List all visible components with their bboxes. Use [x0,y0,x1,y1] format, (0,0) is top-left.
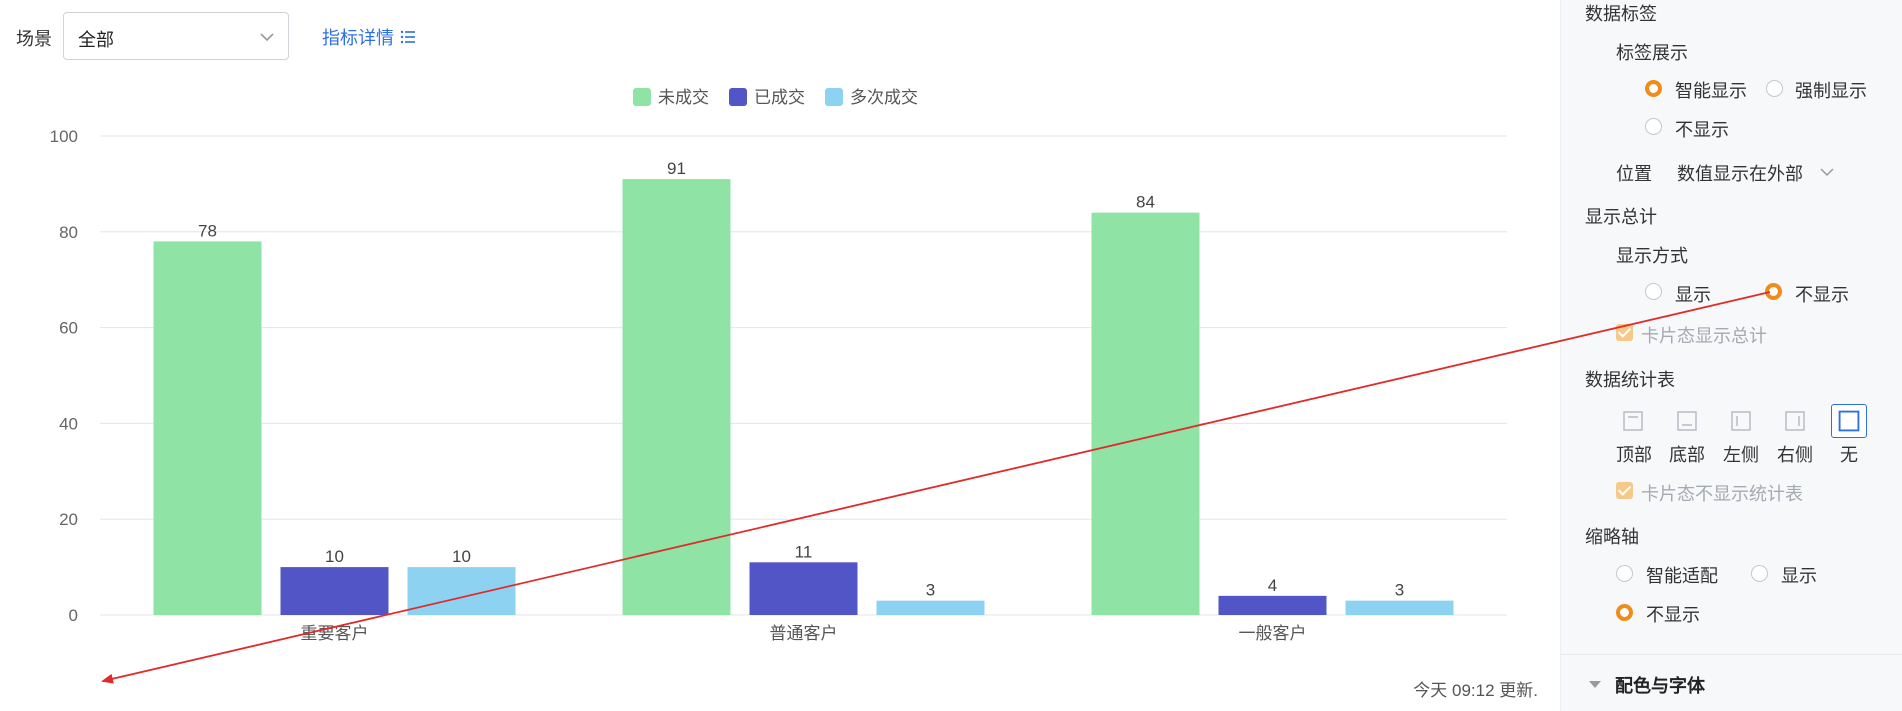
table-none-label: 无 [1840,445,1858,465]
data-label-section: 数据标签 [1585,4,1657,24]
table-bottom-label: 底部 [1669,445,1705,465]
table-bottom-icon[interactable] [1672,406,1702,436]
radio-zoom-show[interactable] [1751,565,1768,582]
bar [1091,212,1200,615]
chart-card: 场景 全部 指标详情 0 20 40 60 80 100 未成交 已成交 多次成交 78 10 10 重… [16,12,1538,700]
panel-divider [1561,654,1902,655]
table-left-label: 左侧 [1723,445,1759,465]
scene-filter-label: 场景 [16,29,52,49]
y-tick-label: 0 [69,606,78,625]
legend-label: 多次成交 [850,88,918,107]
data-label: 4 [1268,576,1277,595]
radio-total-show-label: 显示 [1675,285,1711,305]
table-left-icon[interactable] [1726,406,1756,436]
x-tick-label: 重要客户 [301,624,369,643]
updated-timestamp: 今天 09:12 更新. [1413,681,1538,700]
data-label: 10 [325,547,344,566]
card-hide-table-label: 卡片态不显示统计表 [1641,484,1803,504]
metric-details-label: 指标详情 [322,28,394,48]
show-total-section: 显示总计 [1585,207,1657,227]
radio-smart-display[interactable] [1645,80,1662,97]
bar [1345,600,1454,615]
data-label: 78 [198,221,217,240]
legend-swatch [825,88,843,106]
zoom-axis-section: 缩略轴 [1585,527,1639,547]
color-font-section[interactable]: 配色与字体 [1615,676,1705,696]
settings-panel: 数据标签 标签展示 智能显示 强制显示 不显示 位置 数值显示在外部 显示总计 … [1560,0,1902,711]
radio-force-display-label: 强制显示 [1795,81,1867,101]
bar [280,567,389,615]
bar [622,179,731,616]
bar [1218,595,1327,615]
radio-force-display[interactable] [1766,80,1783,97]
radio-zoom-hide[interactable] [1616,604,1633,621]
x-tick-label: 普通客户 [770,624,838,643]
radio-zoom-hide-label: 不显示 [1646,605,1700,625]
bar [876,600,985,615]
data-label: 84 [1136,193,1155,212]
radio-total-show[interactable] [1645,283,1662,300]
card-hide-table-checkbox[interactable] [1616,482,1633,499]
legend-swatch [633,88,651,106]
data-label: 11 [795,542,813,561]
y-tick-label: 40 [59,414,78,433]
legend-label: 未成交 [658,88,709,107]
radio-zoom-show-label: 显示 [1781,566,1817,586]
x-tick-label: 一般客户 [1239,624,1307,643]
radio-zoom-smart-label: 智能适配 [1646,566,1718,586]
data-label: 3 [926,581,935,600]
table-right-icon[interactable] [1780,406,1810,436]
bar [153,241,262,615]
position-select[interactable]: 数值显示在外部 [1677,164,1803,184]
bar [749,562,858,615]
scene-select-value: 全部 [78,30,114,50]
scene-select[interactable]: 全部 [63,12,289,60]
radio-total-hide[interactable] [1765,283,1782,300]
table-none-icon[interactable] [1831,404,1867,438]
card-total-label: 卡片态显示总计 [1641,326,1767,346]
bar [407,567,516,615]
radio-no-display[interactable] [1645,118,1662,135]
chevron-down-icon[interactable] [1819,164,1835,180]
table-right-label: 右侧 [1777,445,1813,465]
bar-chart: 0 20 40 60 80 100 未成交 已成交 多次成交 78 10 10 重要客户 91 11 3 普通客… [50,88,1507,643]
position-label: 位置 [1616,164,1652,184]
radio-zoom-smart[interactable] [1616,565,1633,582]
radio-smart-display-label: 智能显示 [1675,81,1747,101]
legend-label: 已成交 [754,88,805,107]
y-tick-label: 60 [59,319,78,338]
list-icon [400,30,415,44]
y-tick-label: 100 [50,127,78,146]
card-total-checkbox[interactable] [1616,324,1633,341]
legend-swatch [729,88,747,106]
display-mode-title: 显示方式 [1616,246,1688,266]
metric-details-link[interactable]: 指标详情 [322,24,416,50]
stats-table-section: 数据统计表 [1585,370,1675,390]
chevron-down-icon [260,33,274,42]
data-label: 3 [1395,581,1404,600]
radio-no-display-label: 不显示 [1675,120,1729,140]
y-tick-label: 20 [59,510,78,529]
radio-total-hide-label: 不显示 [1795,285,1849,305]
table-top-label: 顶部 [1616,445,1652,465]
table-top-icon[interactable] [1618,406,1648,436]
data-label: 91 [667,159,686,178]
y-tick-label: 80 [59,223,78,242]
label-display-title: 标签展示 [1616,43,1688,63]
data-label: 10 [452,547,471,566]
caret-down-icon[interactable] [1589,681,1601,688]
